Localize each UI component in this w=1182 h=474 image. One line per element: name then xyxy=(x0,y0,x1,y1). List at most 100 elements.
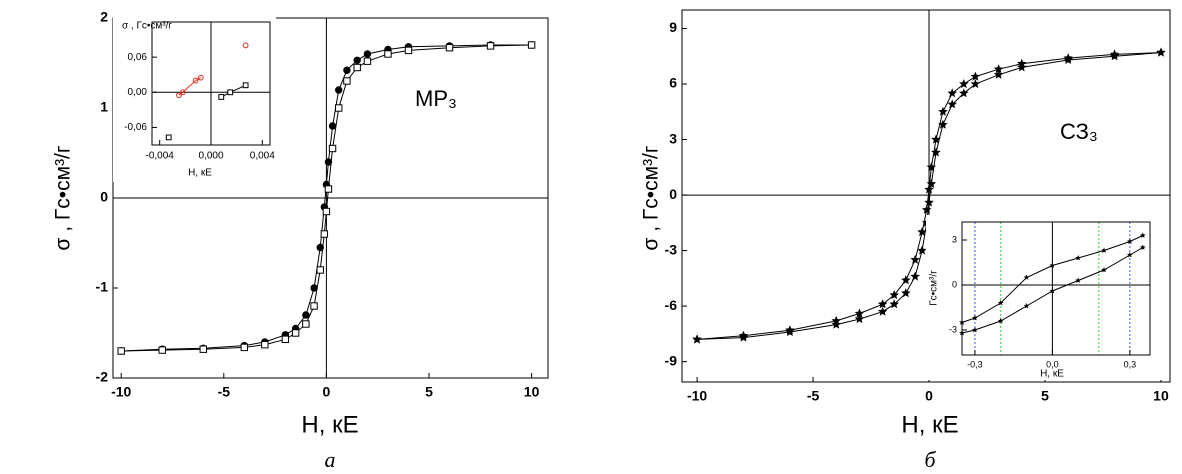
marker xyxy=(1156,47,1166,57)
marker xyxy=(993,69,1004,79)
marker xyxy=(924,197,934,207)
marker xyxy=(947,88,957,98)
marker xyxy=(486,42,495,50)
marker xyxy=(445,44,454,52)
plot-frame xyxy=(681,9,1171,383)
marker xyxy=(335,104,343,112)
x-tick-label: -5 xyxy=(807,387,820,403)
marker xyxy=(877,306,888,316)
x-tick-label: 0 xyxy=(322,383,330,399)
y-tick-label: 0 xyxy=(669,186,677,202)
y-tick-label: 6 xyxy=(669,75,677,91)
x-tick-label: 10 xyxy=(1153,387,1169,403)
marker xyxy=(910,254,920,264)
marker xyxy=(692,334,702,344)
marker xyxy=(785,327,795,337)
marker xyxy=(901,275,911,285)
y-tick-label: 3 xyxy=(952,234,957,244)
y-tick-label: -2 xyxy=(96,369,109,385)
x-tick-label: -0,004 xyxy=(146,151,175,162)
marker xyxy=(316,266,324,274)
x-tick-label: -10 xyxy=(111,383,131,399)
annotation: МР₃ xyxy=(415,86,457,111)
marker xyxy=(335,86,343,94)
marker xyxy=(1101,267,1107,273)
caption: б xyxy=(924,447,936,472)
marker xyxy=(889,299,899,309)
marker xyxy=(910,271,920,281)
marker xyxy=(197,74,204,81)
marker xyxy=(938,119,948,129)
marker xyxy=(924,184,934,194)
y-tick-label: 0,06 xyxy=(128,52,148,63)
x-tick-label: 0,004 xyxy=(250,151,275,162)
marker xyxy=(854,308,865,318)
marker xyxy=(527,41,536,49)
marker xyxy=(947,99,957,109)
marker xyxy=(997,318,1004,324)
y-tick-label: 9 xyxy=(669,19,677,35)
marker xyxy=(972,327,978,333)
marker xyxy=(1101,247,1107,253)
marker xyxy=(404,46,413,55)
marker xyxy=(343,77,351,85)
marker xyxy=(959,88,969,98)
marker xyxy=(316,243,324,252)
marker xyxy=(917,245,927,255)
marker xyxy=(972,315,978,321)
x-axis-label: Н, кЕ xyxy=(188,168,212,179)
marker xyxy=(889,290,899,300)
marker xyxy=(1127,238,1133,244)
marker xyxy=(117,347,125,355)
x-tick-label: 0,000 xyxy=(198,151,223,162)
marker xyxy=(1127,252,1133,258)
y-axis-label: σ , Гс•см³/г xyxy=(640,145,663,250)
marker xyxy=(242,82,249,89)
marker xyxy=(1049,262,1056,268)
marker xyxy=(970,71,981,81)
x-tick-label: 5 xyxy=(425,383,433,399)
marker xyxy=(261,341,269,349)
marker xyxy=(158,346,166,354)
y-tick-label: -3 xyxy=(949,324,957,334)
marker xyxy=(310,302,318,310)
x-tick-label: 10 xyxy=(524,383,540,399)
caption: а xyxy=(325,447,336,472)
marker xyxy=(1139,232,1146,238)
x-axis-label: Н, кЕ xyxy=(901,411,958,438)
marker xyxy=(302,320,310,328)
y-tick-label: 2 xyxy=(100,9,108,25)
y-tick-label: 1 xyxy=(100,99,108,115)
y-tick-label: -3 xyxy=(665,241,678,257)
x-tick-label: -5 xyxy=(218,383,231,399)
x-tick-label: 0,0 xyxy=(1046,359,1059,369)
y-tick-label: 0,00 xyxy=(128,87,148,98)
inset-chart: -0,004 0,000 0,004 -0,06 0,00 0,06 Н, кЕ σ , Гс… xyxy=(113,15,276,182)
marker xyxy=(931,147,941,157)
x-tick-label: 0 xyxy=(925,387,933,403)
inset-background xyxy=(926,215,1162,380)
y-tick-label: 0 xyxy=(952,279,957,289)
x-tick-label: -0,3 xyxy=(967,359,983,369)
y-tick-label: 3 xyxy=(669,130,677,146)
marker xyxy=(199,345,207,353)
marker xyxy=(343,66,351,74)
x-tick-label: 5 xyxy=(1041,387,1049,403)
marker xyxy=(320,230,329,238)
marker xyxy=(242,42,249,49)
marker xyxy=(1017,62,1027,72)
marker xyxy=(1049,288,1056,294)
marker xyxy=(970,79,981,89)
y-axis-label: σ , Гс•см³/г xyxy=(52,145,75,250)
marker xyxy=(938,106,948,116)
marker xyxy=(363,57,372,65)
chart: -10 -5 0 5 10 -9 -6 -3 0 3 6 9 Н, кЕ σ , Гс•см³/г СЗ₃ б xyxy=(640,9,1171,472)
y-axis-label: σ , Гс•см³/г xyxy=(122,21,172,32)
marker xyxy=(192,77,199,84)
marker xyxy=(302,311,310,319)
marker xyxy=(281,335,290,344)
plot-frame xyxy=(112,17,549,379)
x-axis-label: Н, кЕ xyxy=(301,411,358,438)
